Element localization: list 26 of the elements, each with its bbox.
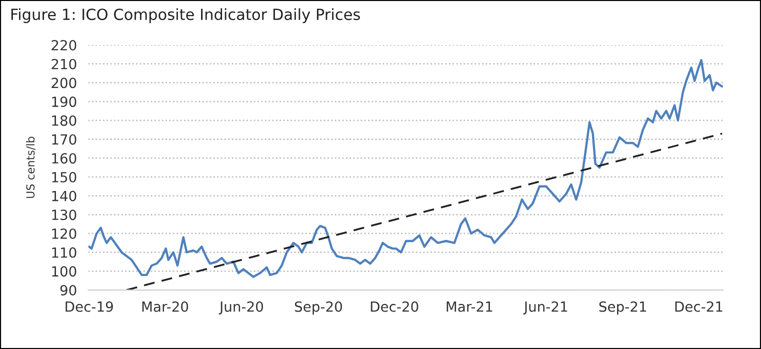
x-tick-label: Dec-19 (66, 301, 113, 312)
y-tick-label: 90 (60, 284, 76, 296)
y-tick-label: 210 (52, 58, 76, 70)
y-tick-label: 190 (52, 96, 76, 108)
y-tick-label: 100 (52, 266, 76, 277)
x-tick-label: Jun-21 (523, 301, 568, 314)
chart-title: Figure 1: ICO Composite Indicator Daily Prices (11, 8, 360, 24)
x-tick-label: Dec-20 (370, 301, 418, 312)
y-tick-label: 170 (52, 134, 76, 145)
y-tick-label: 180 (52, 115, 76, 126)
y-tick-label: 130 (52, 210, 76, 220)
y-tick-label: 140 (52, 190, 76, 202)
y-tick-label: 220 (52, 40, 76, 50)
x-tick-label: Jun-20 (218, 301, 264, 314)
x-tick-label: Mar-20 (142, 301, 188, 312)
x-tick-label: Mar-21 (446, 301, 492, 312)
y-tick-label: 120 (52, 228, 76, 239)
line-series (88, 58, 723, 278)
x-tick-label: Sep-21 (599, 301, 646, 315)
x-tick-label: Sep-20 (294, 301, 342, 315)
y-tick-label: 110 (52, 247, 76, 258)
x-tick-label: Dec-21 (675, 301, 722, 312)
y-axis-title: US cents/lb (26, 136, 36, 198)
y-tick-label: 160 (52, 153, 76, 164)
y-tick-label: 200 (52, 78, 76, 88)
y-tick-label: 150 (52, 172, 76, 182)
